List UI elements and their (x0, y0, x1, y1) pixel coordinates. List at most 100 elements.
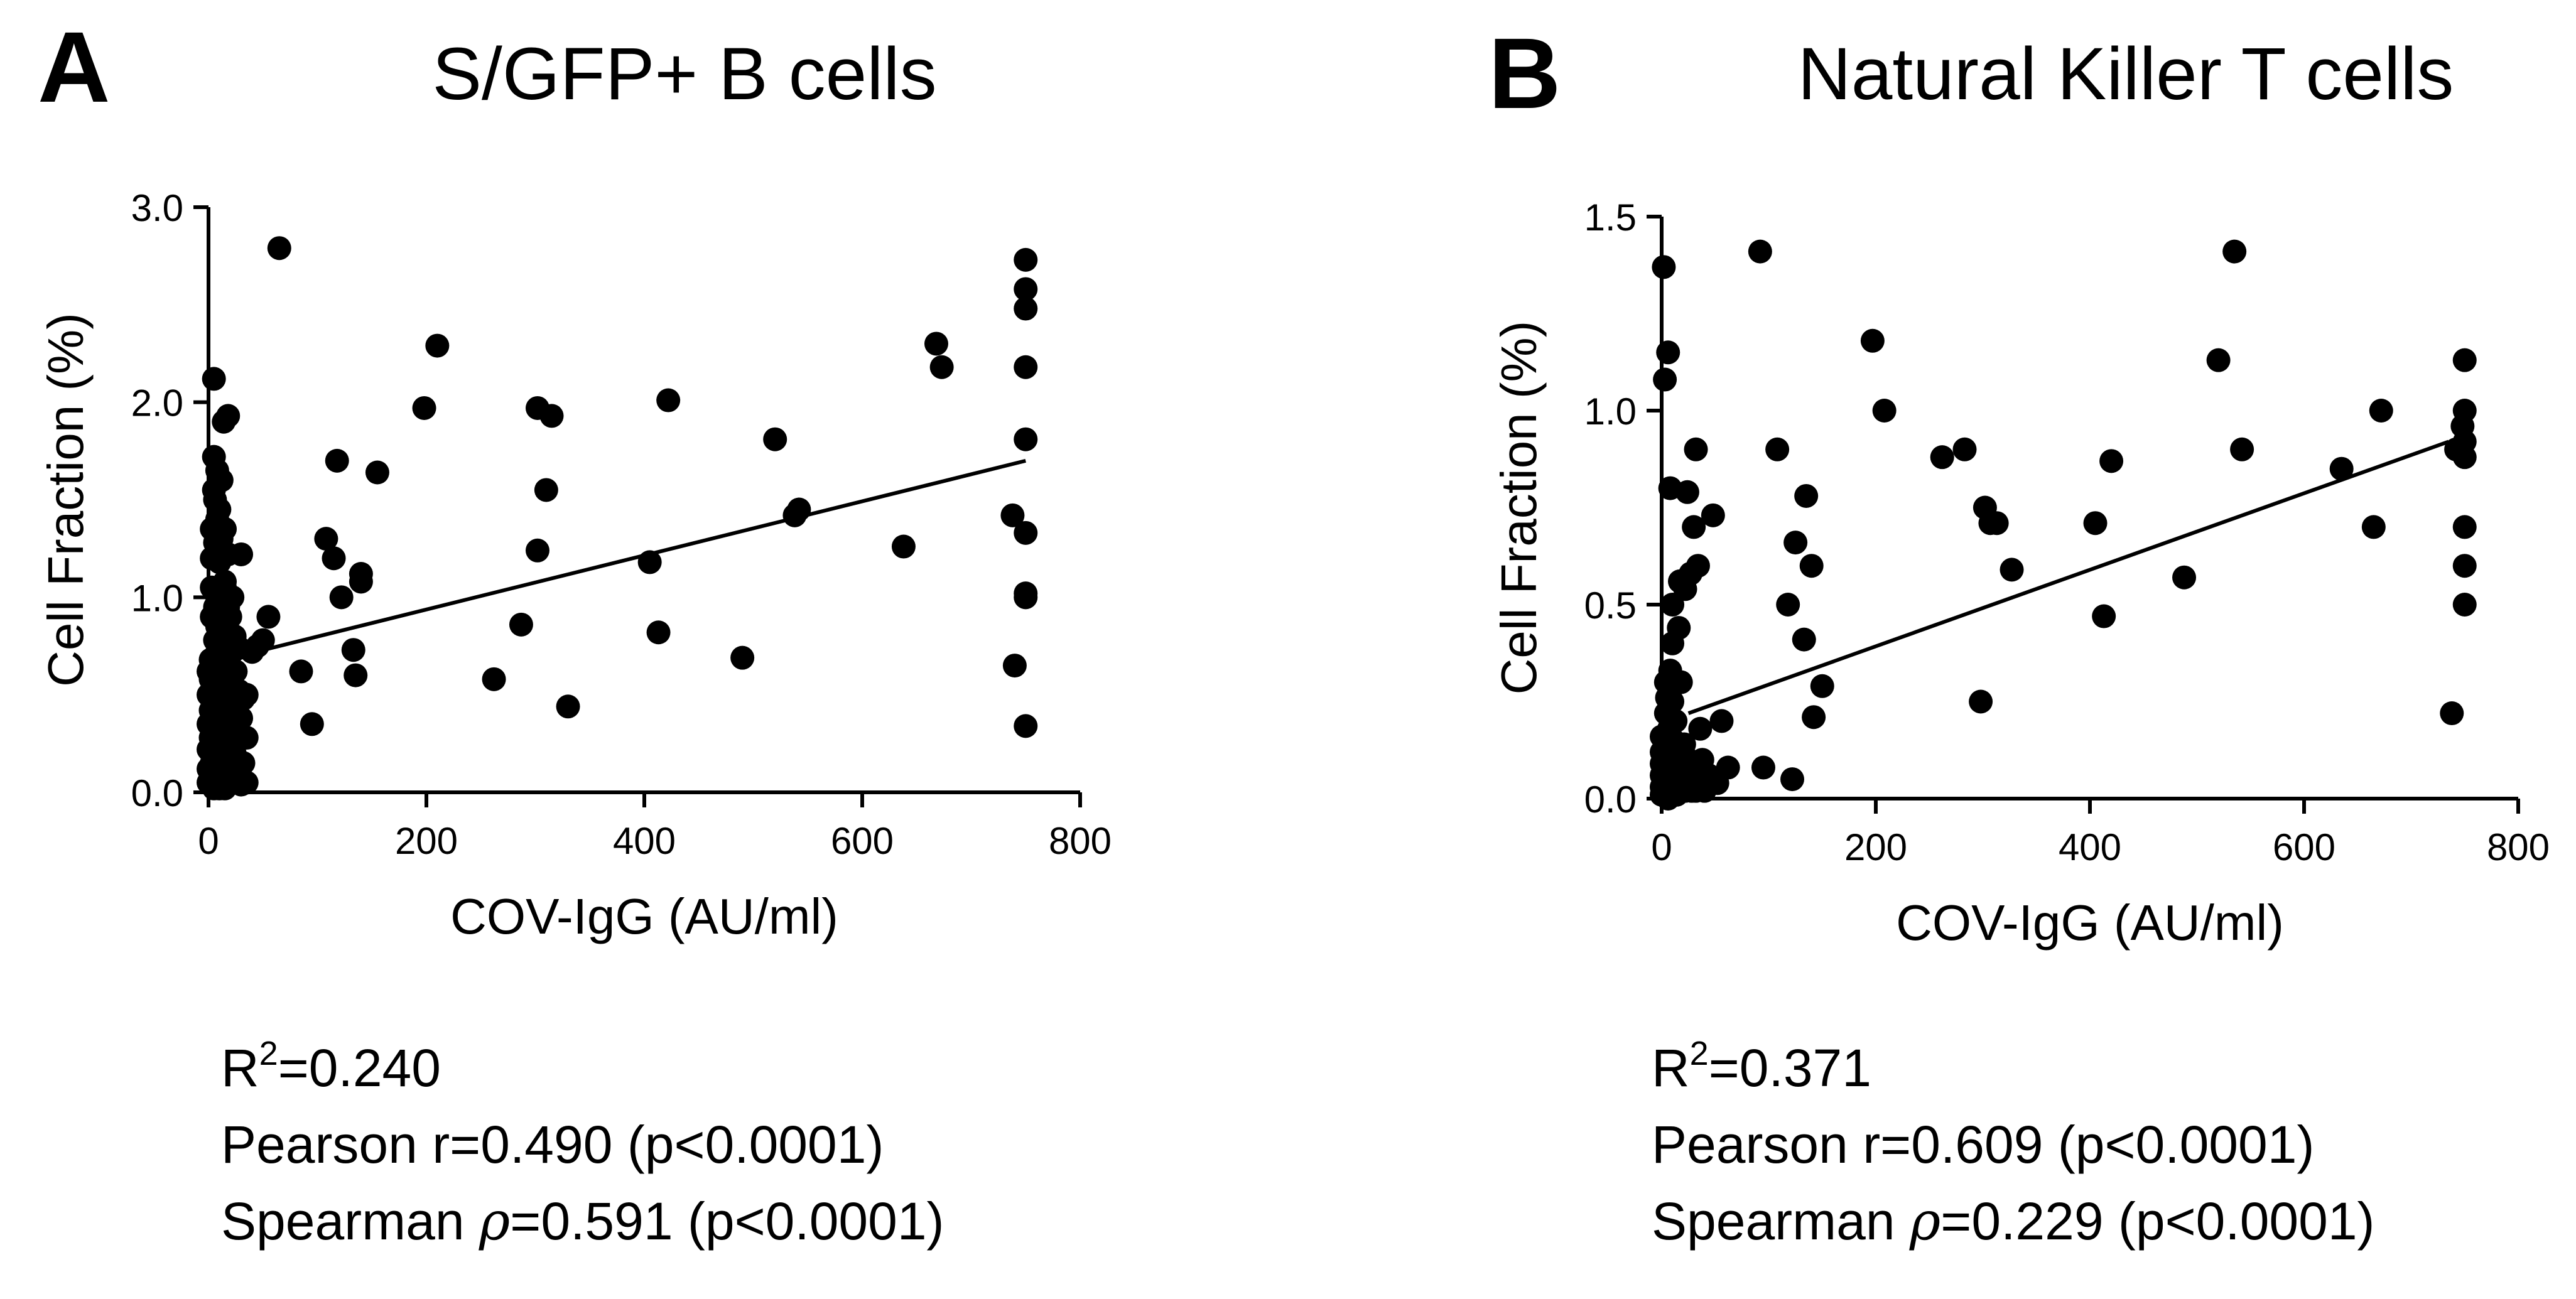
data-point-b (1930, 445, 1954, 470)
r2-value: =0.371 (1708, 1038, 1871, 1097)
data-point-a (224, 760, 248, 785)
x-tick-label-a: 400 (613, 820, 676, 862)
data-point-a (891, 534, 916, 559)
data-point-b (1684, 437, 1708, 461)
data-point-b (2172, 565, 2197, 590)
data-point-a (224, 659, 248, 684)
data-point-a (763, 427, 787, 451)
data-point-b (2452, 515, 2477, 539)
x-tick-label-b: 0 (1651, 826, 1672, 868)
x-tick-label-b: 400 (2059, 826, 2121, 868)
data-point-b (1686, 554, 1710, 578)
data-point-b (2452, 399, 2477, 423)
data-point-a (1000, 503, 1025, 527)
x-tick-label-a: 600 (831, 820, 894, 862)
panel-b-letter: B (1488, 17, 1561, 129)
data-point-b (2452, 593, 2477, 617)
r2-sup: 2 (1689, 1035, 1709, 1072)
data-point-b (2369, 399, 2393, 423)
data-point-b (1660, 689, 1685, 714)
stats-b-pearson: Pearson r=0.609 (p<0.0001) (1652, 1115, 2315, 1174)
data-point-b (1675, 480, 1699, 504)
stats-b: R2=0.371 Pearson r=0.609 (p<0.0001) Spea… (1652, 1030, 2375, 1259)
data-point-a (213, 569, 237, 594)
spearman-value: =0.229 (p<0.0001) (1940, 1192, 2375, 1251)
data-point-a (924, 331, 948, 356)
data-point-a (929, 355, 954, 379)
data-point-a (1014, 520, 1038, 545)
data-point-a (1014, 296, 1038, 321)
data-point-b (1802, 705, 1826, 730)
data-point-a (656, 388, 681, 412)
data-point-b (1748, 239, 1772, 264)
data-point-b (1751, 755, 1775, 780)
y-tick-label-a: 3.0 (131, 187, 183, 229)
data-point-b (2099, 449, 2124, 473)
data-point-a (234, 682, 259, 707)
data-point-b (2083, 511, 2108, 536)
data-point-a (322, 546, 346, 571)
y-tick-label-b: 1.0 (1584, 391, 1637, 433)
rho-symbol: ρ (479, 1190, 511, 1252)
data-point-b (2329, 456, 2354, 481)
data-point-a (256, 605, 281, 629)
data-point-b (1656, 340, 1680, 365)
spearman-prefix: Spearman (1652, 1192, 1910, 1251)
y-tick-label-a: 2.0 (131, 382, 183, 424)
data-point-a (289, 659, 313, 684)
regression-line-b (1687, 439, 2450, 715)
data-point-a (300, 712, 324, 736)
data-point-a (234, 726, 259, 750)
data-point-a (341, 638, 365, 662)
data-point-a (365, 460, 389, 485)
data-point-a (267, 236, 291, 261)
stats-a-spearman: Spearman ρ=0.591 (p<0.0001) (221, 1183, 944, 1259)
plot-b: 0.0 0.5 1.0 1.5 0 200 400 600 800 COV-IgG (AU/ml)… (1491, 197, 2550, 951)
data-point-a (534, 478, 558, 502)
spearman-prefix: Spearman (221, 1192, 479, 1251)
data-point-b (1984, 511, 2009, 536)
data-point-a (1014, 355, 1038, 379)
r2-base: R (221, 1038, 259, 1097)
data-point-a (218, 741, 242, 765)
data-point-a (329, 585, 354, 610)
data-point-b (2206, 348, 2231, 372)
data-point-a (325, 448, 349, 473)
data-point-b (1952, 437, 1977, 461)
data-point-a (209, 468, 234, 492)
data-point-a (218, 605, 242, 629)
stats-b-spearman: Spearman ρ=0.229 (p<0.0001) (1652, 1183, 2375, 1259)
data-point-b (1765, 437, 1790, 461)
data-point-a (251, 628, 275, 652)
y-tick-label-b: 1.5 (1584, 197, 1637, 239)
data-point-a (349, 569, 373, 594)
data-point-b (1667, 616, 1691, 640)
data-point-b (1792, 627, 1816, 652)
data-point-b (1653, 367, 1677, 392)
data-point-b (2092, 604, 2116, 628)
data-point-a (207, 497, 232, 522)
data-point-a (730, 645, 755, 670)
stats-a-r2: R2=0.240 (221, 1030, 944, 1106)
data-point-a (202, 721, 226, 746)
data-point-b (1688, 716, 1713, 741)
stats-a-pearson: Pearson r=0.490 (p<0.0001) (221, 1115, 884, 1174)
data-point-b (1709, 709, 1734, 733)
data-point-b (1783, 531, 1808, 555)
stats-a: R2=0.240 Pearson r=0.490 (p<0.0001) Spea… (221, 1030, 944, 1259)
data-point-b (1794, 483, 1819, 508)
data-point-b (2452, 554, 2477, 578)
data-point-b (1860, 328, 1885, 353)
y-axis-label-a: Cell Fraction (%) (38, 313, 94, 687)
panel-a-title: S/GFP+ B cells (432, 33, 936, 116)
panel-b-title: Natural Killer T cells (1798, 33, 2454, 116)
data-point-b (2222, 239, 2247, 264)
data-point-a (509, 612, 533, 637)
stats-b-r2: R2=0.371 (1652, 1030, 2375, 1106)
r2-value: =0.240 (278, 1038, 441, 1097)
data-point-a (1002, 654, 1027, 678)
data-point-a (229, 706, 254, 730)
data-point-b (1701, 503, 1725, 527)
x-tick-label-b: 800 (2487, 826, 2550, 868)
data-point-b (1664, 709, 1688, 733)
